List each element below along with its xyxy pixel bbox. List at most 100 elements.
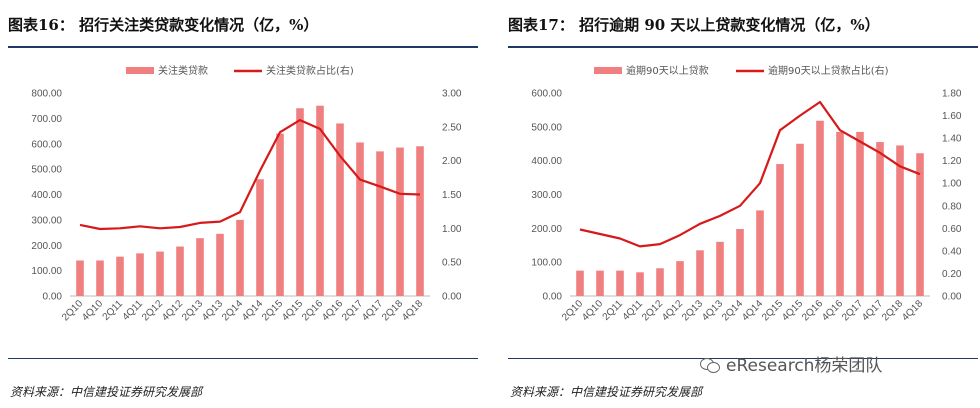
x-tick-label: 4Q10	[580, 298, 605, 323]
y-tick-right: 0.60	[942, 224, 962, 235]
y-tick-left: 500.00	[531, 122, 562, 133]
bar	[176, 246, 184, 296]
top-rule	[8, 46, 478, 48]
x-tick-label: 4Q17	[360, 298, 385, 323]
x-tick-label: 4Q18	[900, 298, 925, 323]
x-tick-label: 2Q16	[800, 298, 825, 323]
bar	[856, 131, 864, 296]
x-tick-label: 4Q13	[200, 298, 225, 323]
x-tick-label: 4Q14	[740, 298, 765, 323]
x-tick-label: 2Q16	[300, 298, 325, 323]
bar	[696, 250, 704, 296]
x-tick-label: 2Q17	[840, 298, 865, 323]
bar	[116, 256, 124, 296]
y-tick-left: 800.00	[31, 89, 62, 100]
bar	[776, 164, 784, 296]
y-tick-right: 1.60	[942, 111, 962, 122]
y-tick-right: 0.20	[942, 269, 962, 280]
legend-label-bar: 关注类贷款	[158, 64, 208, 77]
bar	[76, 260, 84, 296]
bar	[916, 153, 924, 296]
bar	[836, 131, 844, 296]
chart-title: 图表17： 招行逾期 90 天以上贷款变化情况（亿，%）	[508, 16, 880, 34]
x-tick-label: 4Q15	[280, 298, 305, 323]
source-note: 资料来源：中信建投证券研究发展部	[10, 385, 203, 399]
bar	[876, 142, 884, 296]
bar	[356, 142, 364, 296]
y-tick-left: 100.00	[531, 258, 562, 269]
bar	[396, 147, 404, 296]
series-line	[79, 118, 421, 231]
y-tick-left: 500.00	[31, 165, 62, 176]
y-tick-left: 400.00	[31, 190, 62, 201]
x-tick-label: 2Q17	[340, 298, 365, 323]
y-tick-right: 1.50	[442, 190, 462, 201]
legend-label-bar: 逾期90天以上贷款	[626, 64, 709, 77]
y-tick-left: 0.00	[43, 292, 63, 303]
x-tick-label: 2Q18	[880, 298, 905, 323]
y-tick-right: 2.00	[442, 156, 462, 167]
bar	[276, 133, 284, 296]
y-tick-left: 600.00	[31, 139, 62, 150]
x-tick-label: 4Q18	[400, 298, 425, 323]
y-tick-left: 700.00	[31, 114, 62, 125]
bar	[656, 268, 664, 296]
x-tick-label: 4Q11	[121, 298, 146, 323]
bar	[316, 105, 324, 296]
bottom-rule	[8, 358, 478, 359]
bar	[596, 270, 604, 296]
x-tick-label: 2Q15	[260, 298, 285, 323]
x-tick-label: 2Q15	[760, 298, 785, 323]
bottom-rule	[508, 358, 978, 359]
y-tick-left: 0.00	[543, 292, 563, 303]
combo-chart-left: 关注类贷款 关注类贷款占比(右) 800.00 700.00 600.00 500.00 4…	[31, 64, 462, 323]
y-tick-right: 0.80	[942, 201, 962, 212]
x-tick-label: 4Q16	[320, 298, 345, 323]
x-tick-label: 2Q18	[380, 298, 405, 323]
legend-bar-swatch	[594, 67, 622, 74]
y-tick-right: 1.80	[942, 89, 962, 100]
bar	[196, 238, 204, 296]
x-tick-label: 4Q12	[160, 298, 185, 323]
legend-bar-swatch	[126, 67, 154, 74]
x-tick-label: 2Q14	[220, 298, 245, 323]
y-tick-left: 400.00	[531, 156, 562, 167]
bar	[96, 260, 104, 296]
y-tick-right: 1.00	[942, 179, 962, 190]
x-tick-label: 4Q13	[700, 298, 725, 323]
bar	[236, 219, 244, 296]
combo-chart-right: 逾期90天以上贷款 逾期90天以上贷款占比(右) 600.00 500.00 400.0…	[531, 64, 962, 323]
bar	[156, 251, 164, 296]
bar	[336, 123, 344, 296]
chart-panel-right: 图表17： 招行逾期 90 天以上贷款变化情况（亿，%） 逾期90天以上贷款 逾期…	[508, 0, 978, 408]
bar	[736, 229, 744, 296]
watermark: eResearch杨荣团队	[700, 351, 882, 376]
x-tick-label: 2Q13	[680, 298, 705, 323]
top-rule	[508, 46, 978, 48]
bar	[416, 146, 424, 296]
y-tick-right: 3.00	[442, 89, 462, 100]
y-tick-left: 300.00	[31, 215, 62, 226]
y-tick-left: 600.00	[531, 89, 562, 100]
bar	[576, 270, 584, 296]
bar	[716, 241, 724, 296]
bar	[136, 253, 144, 296]
series-line	[579, 100, 921, 248]
bar	[676, 261, 684, 296]
y-tick-right: 1.20	[942, 156, 962, 167]
bar	[896, 145, 904, 296]
x-tick-label: 4Q14	[240, 298, 265, 323]
y-tick-right: 2.50	[442, 122, 462, 133]
x-tick-label: 4Q10	[80, 298, 105, 323]
y-tick-right: 0.40	[942, 246, 962, 257]
y-tick-left: 200.00	[531, 224, 562, 235]
bar	[636, 272, 644, 296]
legend-label-line: 逾期90天以上贷款占比(右)	[768, 64, 889, 77]
x-tick-label: 2Q14	[720, 298, 745, 323]
x-tick-label: 4Q17	[860, 298, 885, 323]
bar	[376, 151, 384, 296]
bar	[296, 108, 304, 296]
x-tick-label: 2Q11	[101, 298, 126, 323]
bar	[616, 270, 624, 296]
y-tick-right: 1.40	[942, 134, 962, 145]
